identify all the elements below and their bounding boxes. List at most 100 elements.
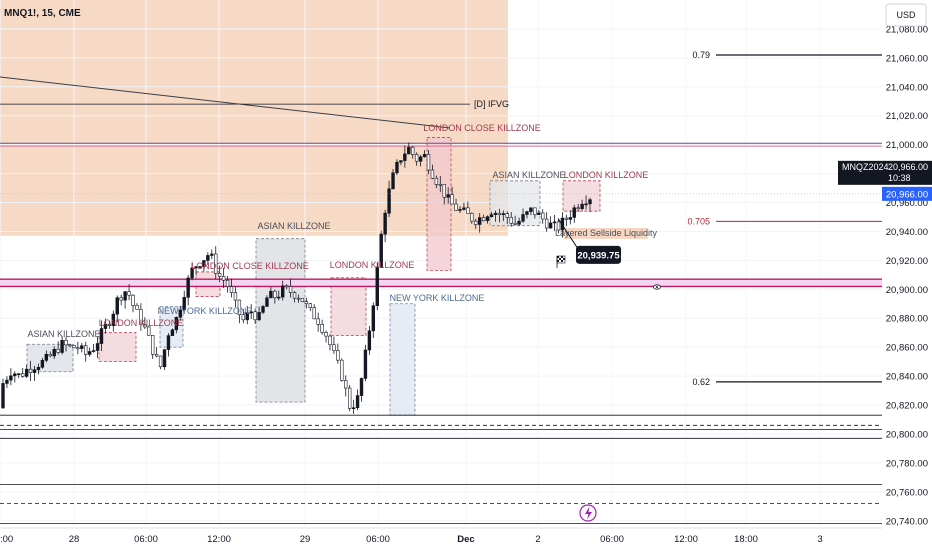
candle-body[interactable] [588, 199, 592, 205]
candle-body[interactable] [5, 379, 9, 384]
candle-body[interactable] [430, 169, 435, 179]
candle-body[interactable] [202, 260, 206, 267]
candle-body[interactable] [308, 303, 312, 308]
candle-body[interactable] [391, 172, 395, 190]
candle-body[interactable] [304, 301, 309, 305]
eye-icon[interactable] [653, 284, 661, 290]
candle-body[interactable] [351, 407, 356, 410]
candle-body[interactable] [403, 153, 407, 161]
killzone-box[interactable] [426, 137, 452, 271]
candle-body[interactable] [214, 253, 218, 274]
candle-body[interactable] [190, 267, 194, 279]
candle-body[interactable] [249, 311, 253, 314]
candle-body[interactable] [166, 335, 171, 350]
candle-body[interactable] [383, 212, 387, 235]
candle-body[interactable] [375, 266, 379, 307]
trend-line[interactable] [0, 76, 451, 129]
candle-body[interactable] [458, 209, 462, 211]
candle-body[interactable] [336, 350, 340, 361]
candle-body[interactable] [312, 307, 316, 320]
candle-body[interactable] [395, 161, 399, 174]
candle-body[interactable] [87, 351, 92, 355]
candle-body[interactable] [477, 217, 482, 225]
candle-body[interactable] [548, 222, 553, 229]
candle-body[interactable] [17, 373, 21, 376]
candle-body[interactable] [418, 156, 423, 162]
candle-body[interactable] [60, 339, 64, 353]
candle-body[interactable] [111, 313, 116, 326]
candle-body[interactable] [151, 335, 155, 355]
candle-body[interactable] [359, 378, 364, 396]
candle-body[interactable] [489, 214, 494, 217]
candle-body[interactable] [485, 216, 490, 222]
candle-body[interactable] [407, 146, 411, 155]
candle-body[interactable] [442, 184, 446, 198]
candle-body[interactable] [44, 353, 49, 361]
candle-body[interactable] [56, 348, 60, 353]
candle-body[interactable] [344, 380, 348, 389]
candle-body[interactable] [332, 344, 336, 351]
candle-body[interactable] [261, 306, 265, 313]
candle-body[interactable] [36, 366, 41, 371]
candle-body[interactable] [450, 194, 454, 205]
candle-body[interactable] [13, 373, 17, 377]
price-axis[interactable] [882, 0, 932, 550]
candle-body[interactable] [497, 212, 502, 215]
candle-body[interactable] [422, 154, 427, 158]
candle-body[interactable] [572, 207, 576, 218]
killzone-box[interactable] [255, 238, 306, 403]
candle-body[interactable] [541, 212, 545, 220]
candle-body[interactable] [438, 184, 442, 186]
candle-body[interactable] [9, 375, 13, 381]
candle-body[interactable] [170, 329, 175, 336]
killzone-box[interactable] [159, 306, 184, 348]
candle-body[interactable] [568, 217, 573, 220]
candle-body[interactable] [257, 312, 261, 321]
candle-body[interactable] [564, 217, 569, 220]
candle-body[interactable] [127, 291, 131, 296]
candle-body[interactable] [139, 309, 143, 326]
candle-body[interactable] [509, 217, 513, 224]
candle-body[interactable] [525, 211, 529, 215]
candle-body[interactable] [210, 253, 214, 256]
candle-body[interactable] [115, 297, 119, 315]
candle-body[interactable] [131, 294, 135, 306]
candle-body[interactable] [292, 292, 297, 299]
candle-body[interactable] [80, 345, 84, 349]
checkered-flag-icon[interactable] [556, 255, 566, 268]
candle-body[interactable] [414, 154, 419, 162]
candle-body[interactable] [135, 305, 139, 310]
candle-body[interactable] [91, 350, 96, 352]
axis-price-tag[interactable] [882, 186, 932, 201]
candle-body[interactable] [576, 207, 580, 210]
candle-body[interactable] [48, 353, 52, 357]
candle-body[interactable] [296, 297, 301, 300]
candle-body[interactable] [521, 214, 525, 222]
candle-body[interactable] [529, 207, 533, 212]
killzone-box[interactable] [98, 332, 137, 363]
candle-body[interactable] [470, 213, 474, 222]
candle-body[interactable] [355, 395, 360, 409]
candle-body[interactable] [162, 349, 167, 368]
candle-body[interactable] [253, 311, 257, 321]
candle-body[interactable] [221, 276, 226, 281]
candle-body[interactable] [466, 207, 470, 214]
candle-body[interactable] [20, 373, 25, 377]
currency-button[interactable] [885, 3, 927, 27]
candle-body[interactable] [537, 212, 541, 215]
candle-body[interactable] [367, 330, 372, 351]
candle-body[interactable] [123, 291, 127, 301]
candle-body[interactable] [229, 286, 234, 293]
candle-body[interactable] [28, 368, 33, 373]
candle-body[interactable] [72, 345, 76, 349]
candle-body[interactable] [143, 324, 147, 328]
lightning-icon[interactable] [579, 504, 597, 522]
candle-body[interactable] [1, 383, 5, 409]
candle-body[interactable] [556, 221, 561, 231]
candle-body[interactable] [182, 297, 186, 311]
candle-body[interactable] [284, 285, 289, 288]
time-axis[interactable] [0, 529, 882, 550]
candle-body[interactable] [474, 220, 478, 225]
candle-body[interactable] [481, 217, 486, 222]
